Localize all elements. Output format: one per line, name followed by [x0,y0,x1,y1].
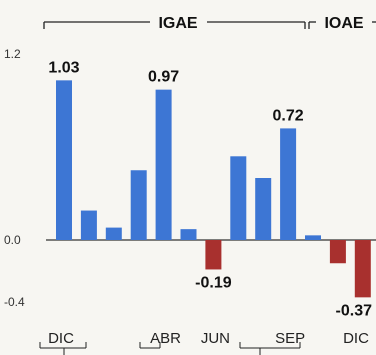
data-labels: 1.03 0.97 -0.19 0.72 -0.37 [48,59,372,319]
bar [329,240,346,264]
x-month-label: JUN [201,330,230,347]
bar [180,229,197,240]
bar [80,210,97,240]
x-month-label: DIC [48,330,74,347]
bar [105,227,122,240]
group-label: IGAE [158,15,197,32]
x-month-label: DIC [343,330,369,347]
data-label: 0.72 [273,107,304,124]
x-month-label: SEP [275,330,305,347]
group-label: IOAE [324,15,363,32]
y-tick-label: -0.4 [4,295,25,309]
bar [205,240,222,270]
x-axis-month-labels: DIC ABR JUN SEP DIC [39,330,369,355]
bar [354,240,371,298]
bars [56,80,371,298]
bar [255,178,272,240]
bar [155,89,172,241]
group-headers: IGAE IOAE [43,15,376,32]
x-month-label: ABR [150,330,181,347]
y-tick-label: 0.0 [4,233,21,247]
bar [130,170,147,240]
data-label: -0.19 [195,274,232,291]
bar [230,156,247,240]
y-axis-ticks: 1.2 0.0 -0.4 [4,47,25,309]
bar [56,80,72,240]
bar [280,128,297,240]
y-tick-label: 1.2 [4,47,21,61]
bar [305,235,321,240]
data-label: 1.03 [48,59,79,76]
data-label: -0.37 [336,302,373,319]
data-label: 0.97 [148,69,179,86]
